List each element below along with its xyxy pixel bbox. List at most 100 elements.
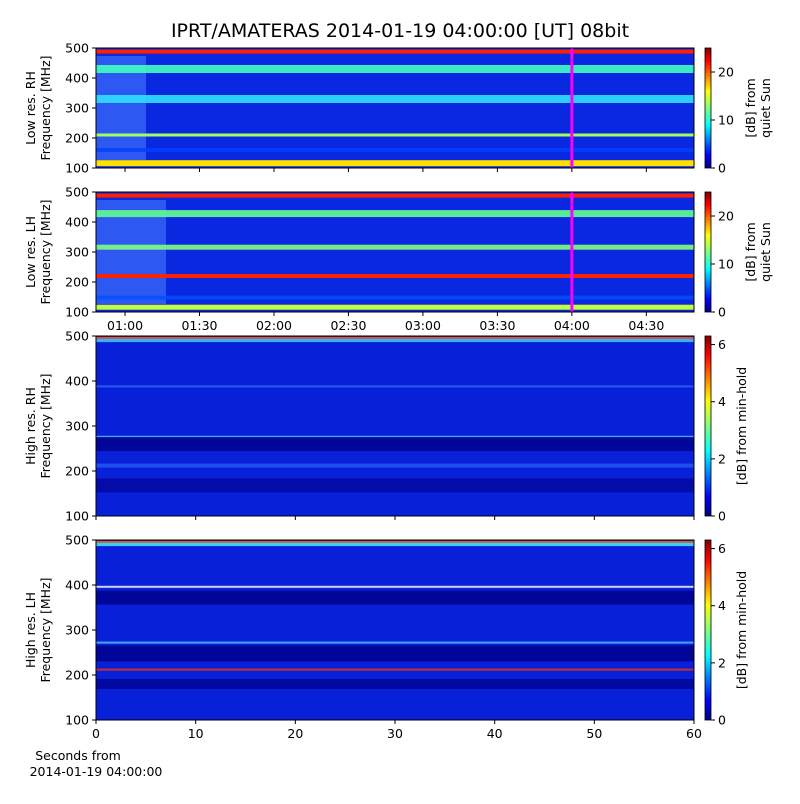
x-tick-label: 20 xyxy=(287,726,303,741)
spectrogram xyxy=(96,192,694,312)
spectrogram-band xyxy=(96,95,694,103)
y-axis-label: Low res. RH xyxy=(23,71,38,145)
colorbar-tick-label: 0 xyxy=(718,713,726,728)
colorbar-tick-label: 2 xyxy=(718,451,726,466)
y-tick-label: 300 xyxy=(65,245,89,260)
y-tick-label: 200 xyxy=(65,131,89,146)
y-tick-label: 400 xyxy=(65,71,89,86)
colorbar-tick-label: 0 xyxy=(718,305,726,320)
spectrogram-band xyxy=(96,385,694,388)
y-tick-label: 200 xyxy=(65,464,89,479)
spectrogram-band xyxy=(96,337,694,343)
spectrogram-band xyxy=(96,463,694,468)
x-axis-label: 2014-01-19 04:00:00 xyxy=(30,764,163,779)
spectrogram-band xyxy=(96,160,694,167)
y-tick-label: 500 xyxy=(65,41,89,56)
spectrogram-band xyxy=(96,590,694,605)
spectrogram-burst xyxy=(96,200,166,304)
colorbar xyxy=(704,539,712,721)
y-tick-label: 100 xyxy=(65,305,89,320)
y-tick-label: 100 xyxy=(65,161,89,176)
spectrogram-band xyxy=(96,478,694,493)
y-tick-label: 500 xyxy=(65,533,89,548)
colorbar-tick-label: 0 xyxy=(718,509,726,524)
y-tick-label: 200 xyxy=(65,668,89,683)
colorbar-label: [dB] from xyxy=(743,222,758,281)
y-tick-label: 200 xyxy=(65,275,89,290)
x-tick-label: 01:30 xyxy=(181,318,217,333)
spectrogram xyxy=(96,540,694,720)
figure-title: IPRT/AMATERAS 2014-01-19 04:00:00 [UT] 0… xyxy=(171,20,629,42)
x-tick-label: 30 xyxy=(387,726,403,741)
colorbar-label: [dB] from xyxy=(743,78,758,137)
spectrogram-band xyxy=(96,641,694,644)
colorbar-tick-label: 20 xyxy=(718,209,734,224)
x-tick-label: 60 xyxy=(686,726,702,741)
colorbar-tick-label: 4 xyxy=(718,598,726,613)
colorbar-tick-label: 10 xyxy=(718,257,734,272)
colorbar-tick-label: 6 xyxy=(718,541,726,556)
spectrogram-band xyxy=(96,65,694,73)
spectrogram-band xyxy=(96,210,694,218)
y-tick-label: 500 xyxy=(65,329,89,344)
colorbar-tick-label: 2 xyxy=(718,655,726,670)
spectrogram-band xyxy=(96,585,694,588)
colorbar-tick-label: 20 xyxy=(718,65,734,80)
colorbar xyxy=(704,191,712,313)
x-tick-label: 04:00 xyxy=(554,318,590,333)
x-tick-label: 03:30 xyxy=(479,318,515,333)
spectrogram-band xyxy=(96,304,694,310)
y-tick-label: 300 xyxy=(65,419,89,434)
x-tick-label: 04:30 xyxy=(628,318,664,333)
colorbar xyxy=(704,47,712,169)
spectrogram-burst xyxy=(96,56,146,160)
spectrogram-band xyxy=(96,193,694,198)
x-tick-label: 02:00 xyxy=(256,318,292,333)
spectrogram-band xyxy=(96,274,694,278)
y-axis-label: Low res. LH xyxy=(23,216,38,288)
x-tick-label: 50 xyxy=(586,726,602,741)
colorbar-tick-label: 4 xyxy=(718,394,726,409)
colorbar-tick-label: 0 xyxy=(718,161,726,176)
spectrogram-band xyxy=(96,435,694,438)
spectrogram-band xyxy=(96,540,694,543)
spectrogram-band xyxy=(96,49,694,54)
y-axis-label: Frequency [MHz] xyxy=(38,373,53,478)
y-tick-label: 100 xyxy=(65,509,89,524)
x-tick-label: 40 xyxy=(487,726,503,741)
y-axis-label: High res. RH xyxy=(23,387,38,465)
spectrogram-band xyxy=(96,295,694,300)
spectrogram-band xyxy=(96,336,694,339)
y-axis-label: Frequency [MHz] xyxy=(38,199,53,304)
y-tick-label: 400 xyxy=(65,374,89,389)
colorbar xyxy=(704,335,712,517)
x-tick-label: 01:00 xyxy=(107,318,143,333)
colorbar-tick-label: 6 xyxy=(718,337,726,352)
x-tick-label: 02:30 xyxy=(330,318,366,333)
colorbar-label: quiet Sun xyxy=(758,78,773,138)
spectrogram-band xyxy=(96,668,694,671)
x-tick-label: 0 xyxy=(92,726,100,741)
spectrogram-band xyxy=(96,679,694,689)
spectrogram-band xyxy=(96,148,694,152)
colorbar-label: [dB] from min-hold xyxy=(734,571,749,689)
colorbar-label: quiet Sun xyxy=(758,222,773,282)
y-axis-label: Frequency [MHz] xyxy=(38,55,53,160)
spectrogram-band xyxy=(96,645,694,662)
y-tick-label: 400 xyxy=(65,215,89,230)
y-tick-label: 400 xyxy=(65,578,89,593)
y-tick-label: 300 xyxy=(65,101,89,116)
y-tick-label: 100 xyxy=(65,713,89,728)
y-axis-label: High res. LH xyxy=(23,592,38,668)
colorbar-label: [dB] from min-hold xyxy=(734,367,749,485)
spectrogram-band xyxy=(96,133,694,137)
spectrogram-band xyxy=(96,541,694,547)
spectrogram-band xyxy=(96,437,694,451)
x-tick-label: 03:00 xyxy=(405,318,441,333)
y-axis-label: Frequency [MHz] xyxy=(38,577,53,682)
x-axis-label: Seconds from xyxy=(35,748,121,763)
y-tick-label: 300 xyxy=(65,623,89,638)
y-tick-label: 500 xyxy=(65,185,89,200)
x-tick-label: 10 xyxy=(188,726,204,741)
